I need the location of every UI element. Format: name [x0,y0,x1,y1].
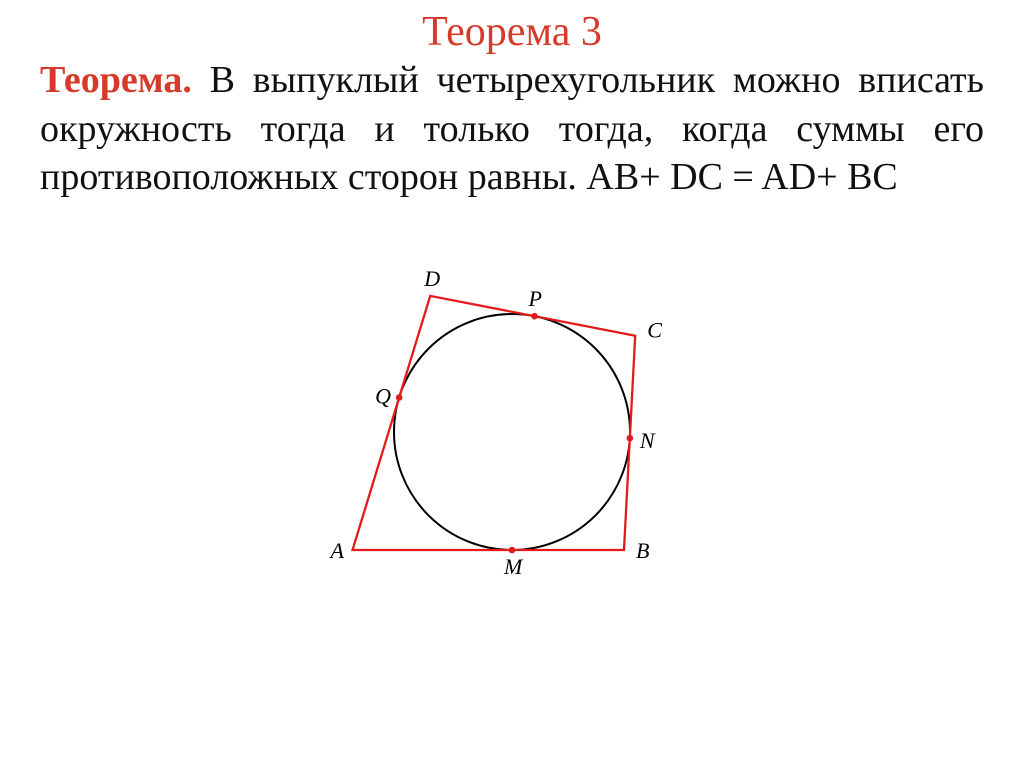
svg-text:A: A [329,538,345,563]
theorem-formula: AB+ DC = AD+ BC [586,156,897,198]
svg-text:C: C [647,318,662,343]
svg-text:B: B [636,538,649,563]
svg-text:D: D [423,266,440,291]
theorem-label: Теорема. [40,59,192,101]
geometry-diagram: M N P Q A B C D [302,212,722,632]
theorem-text: Теорема. В выпуклый четырехугольник можн… [0,56,1024,202]
svg-text:Q: Q [375,383,391,408]
svg-text:M: M [503,554,524,579]
page-title: Теорема 3 [0,8,1024,56]
svg-text:N: N [639,428,656,453]
svg-text:P: P [528,286,542,311]
